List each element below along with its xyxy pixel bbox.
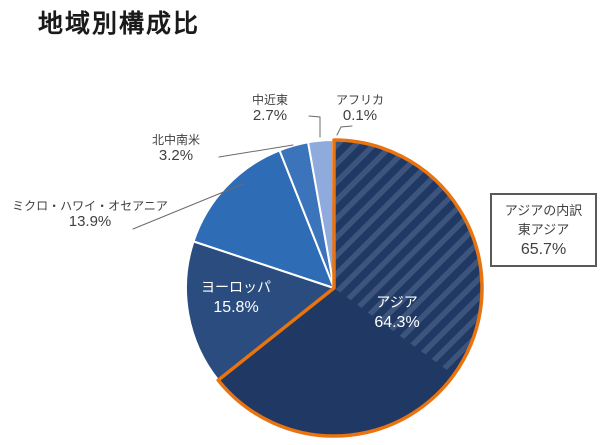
slice-label-africa: アフリカ 0.1% [336,93,384,125]
slice-name-asia: アジア [376,294,418,310]
asia-breakdown-callout: アジアの内訳 東アジア 65.7% [490,193,597,267]
pie-slices-group [185,138,484,438]
slice-label-micronesia-hawaii-oceania: ミクロ・ハワイ・オセアニア 13.9% [12,199,168,231]
slice-value-middle-east: 2.7% [252,107,288,124]
slice-label-europe: ヨーロッパ 15.8% [201,278,271,318]
slice-label-north-central-south-america: 北中南米 3.2% [152,133,200,165]
slice-name-micronesia-hawaii-oceania: ミクロ・ハワイ・オセアニア [12,199,168,213]
leader-lines-group [132,115,353,230]
pie-slice-micronesia-hawaii-oceania [192,149,335,289]
callout-sublabel: 東アジア [517,221,570,237]
callout-heading: アジアの内訳 [504,202,583,218]
slice-name-middle-east: 中近東 [251,93,289,107]
callout-value: 65.7% [520,240,567,258]
slice-name-north-central-south-america: 北中南米 [151,133,201,147]
pie-slice-asia-east-asia-hatch [334,140,482,375]
slice-value-micronesia-hawaii-oceania: 13.9% [68,213,112,230]
slice-value-asia: 64.3% [374,314,420,331]
slice-value-north-central-south-america: 3.2% [158,147,194,164]
slice-label-middle-east: 中近東 2.7% [252,93,288,125]
slice-value-africa: 0.1% [342,107,378,124]
slice-label-asia: アジア 64.3% [374,293,419,333]
slice-name-africa: アフリカ [335,93,385,107]
leader-line-africa [336,125,353,136]
leader-line-micronesia-hawaii-oceania [132,183,244,230]
chart-title: 地域別構成比 [38,10,201,38]
leader-line-middle-east [308,115,321,138]
leader-line-north-central-south-america [218,144,294,158]
asia-slice-orange-outline [216,138,484,438]
slice-name-europe: ヨーロッパ [201,279,271,295]
slice-value-europe: 15.8% [213,299,259,316]
